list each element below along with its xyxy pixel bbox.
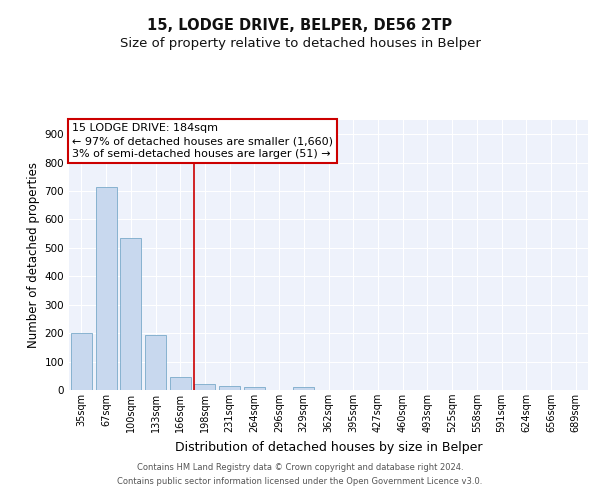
Y-axis label: Number of detached properties: Number of detached properties: [28, 162, 40, 348]
Bar: [120, 238, 141, 390]
Text: Contains public sector information licensed under the Open Government Licence v3: Contains public sector information licen…: [118, 477, 482, 486]
Text: Size of property relative to detached houses in Belper: Size of property relative to detached ho…: [119, 38, 481, 51]
Text: Contains HM Land Registry data © Crown copyright and database right 2024.: Contains HM Land Registry data © Crown c…: [137, 464, 463, 472]
Bar: [170, 377, 191, 390]
Text: 15 LODGE DRIVE: 184sqm
← 97% of detached houses are smaller (1,660)
3% of semi-d: 15 LODGE DRIVE: 184sqm ← 97% of detached…: [72, 123, 333, 159]
Text: 15, LODGE DRIVE, BELPER, DE56 2TP: 15, LODGE DRIVE, BELPER, DE56 2TP: [148, 18, 452, 32]
Bar: [194, 384, 215, 390]
Bar: [95, 186, 116, 390]
Bar: [293, 388, 314, 390]
X-axis label: Distribution of detached houses by size in Belper: Distribution of detached houses by size …: [175, 440, 482, 454]
Bar: [145, 336, 166, 390]
Bar: [244, 387, 265, 390]
Bar: [71, 333, 92, 390]
Bar: [219, 386, 240, 390]
